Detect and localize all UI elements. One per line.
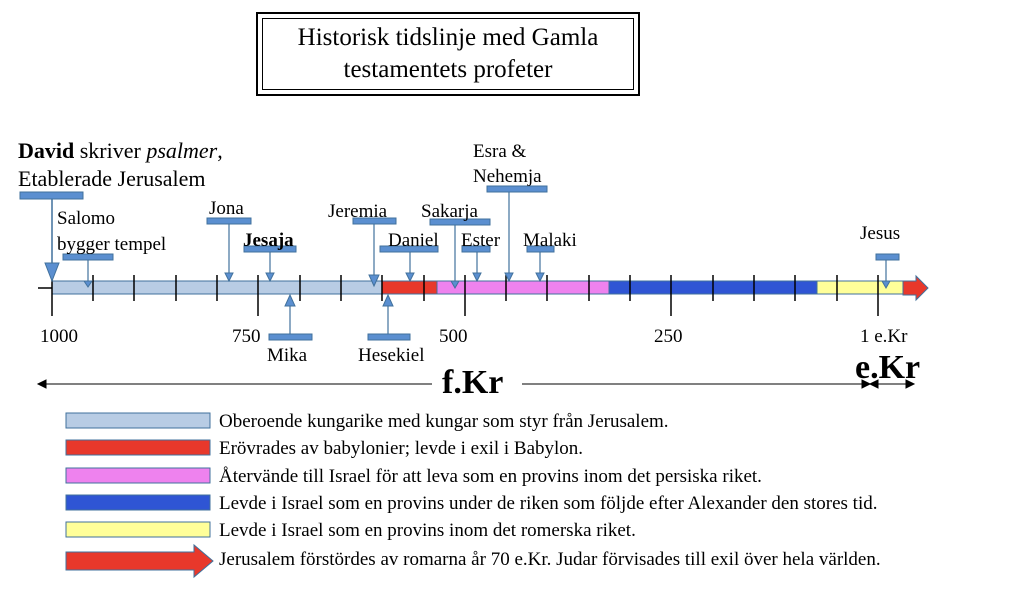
tick-label-500: 500 (439, 326, 468, 347)
tick-label-1000: 1000 (40, 326, 78, 347)
period-bar-persia (436, 280, 610, 295)
legend-label-rome: Levde i Israel som en provins inom det r… (219, 520, 636, 541)
fkr-arrow (36, 379, 872, 389)
legend-label-kingdom: Oberoende kungarike med kungar som styr … (219, 411, 669, 432)
label-daniel: Daniel (388, 230, 439, 251)
label-salomo-line-1: Salomo (57, 208, 116, 229)
label-salomo-line-2: bygger tempel (57, 234, 167, 255)
period-bar-rome (816, 280, 904, 295)
tick-label-1-ekr: 1 e.Kr (860, 326, 908, 347)
period-bar-babylon (381, 280, 438, 295)
label-jeremia: Jeremia (328, 201, 388, 222)
era-label-fkr: f.Kr (442, 364, 504, 401)
legend-label-diaspora: Jerusalem förstördes av romarna år 70 e.… (219, 549, 881, 570)
marker-malaki (526, 245, 555, 283)
title-box-inner: Historisk tidslinje med Gamla testamente… (262, 18, 634, 90)
marker-jona (206, 217, 252, 283)
legend-swatch-rome (65, 521, 211, 538)
legend-swatch-diaspora (65, 543, 214, 579)
label-malaki: Malaki (523, 230, 577, 251)
david-label: David skriver psalmer, (18, 137, 223, 165)
period-arrow-diaspora (902, 274, 929, 302)
marker-jesaja (243, 245, 297, 283)
legend-swatches (65, 412, 214, 579)
tick-label-750: 750 (232, 326, 261, 347)
legend-swatch-hellenistic (65, 494, 211, 511)
david-comma: , (217, 138, 223, 163)
marker-mika (268, 293, 313, 341)
era-label-ekr: e.Kr (855, 349, 921, 386)
label-ester: Ester (461, 230, 501, 251)
legend-swatch-kingdom (65, 412, 211, 429)
label-esra-line-2: Nehemja (473, 166, 542, 187)
title-line-1: Historisk tidslinje med Gamla (297, 24, 599, 51)
label-jesaja: Jesaja (243, 230, 294, 251)
legend-label-babylon: Erövrades av babylonier; levde i exil i … (219, 438, 584, 459)
label-hesekiel: Hesekiel (358, 345, 425, 366)
legend-swatch-babylon (65, 439, 211, 456)
marker-daniel (379, 245, 439, 283)
label-jesus: Jesus (860, 223, 901, 244)
title-text: Historisk tidslinje med Gamla testamente… (298, 22, 599, 86)
ekr-arrow (868, 379, 916, 389)
label-sakarja: Sakarja (421, 201, 478, 222)
title-line-2: testamentets profeter (343, 56, 553, 83)
label-esra-line-1: Esra & (473, 141, 527, 162)
legend-label-hellenistic: Levde i Israel som en provins under de r… (219, 493, 878, 514)
marker-esra-nehemja (486, 185, 548, 283)
marker-salomo (62, 253, 114, 288)
david-object: psalmer (146, 138, 218, 163)
legend-swatch-persia (65, 467, 211, 484)
david-verb: skriver (74, 138, 147, 163)
tick-label-250: 250 (654, 326, 683, 347)
marker-jeremia (352, 217, 397, 288)
axis-ticks (51, 275, 879, 316)
marker-david (19, 191, 84, 283)
legend-label-persia: Återvände till Israel för att leva som e… (219, 466, 762, 487)
label-mika: Mika (267, 345, 308, 366)
marker-hesekiel (367, 293, 411, 341)
marker-ester (461, 245, 491, 283)
label-jona: Jona (209, 198, 244, 219)
marker-sakarja (429, 218, 491, 290)
title-box: Historisk tidslinje med Gamla testamente… (256, 12, 640, 96)
david-name: David (18, 138, 75, 163)
marker-jesus (875, 253, 900, 290)
david-label-line-2: Etablerade Jerusalem (18, 166, 206, 191)
